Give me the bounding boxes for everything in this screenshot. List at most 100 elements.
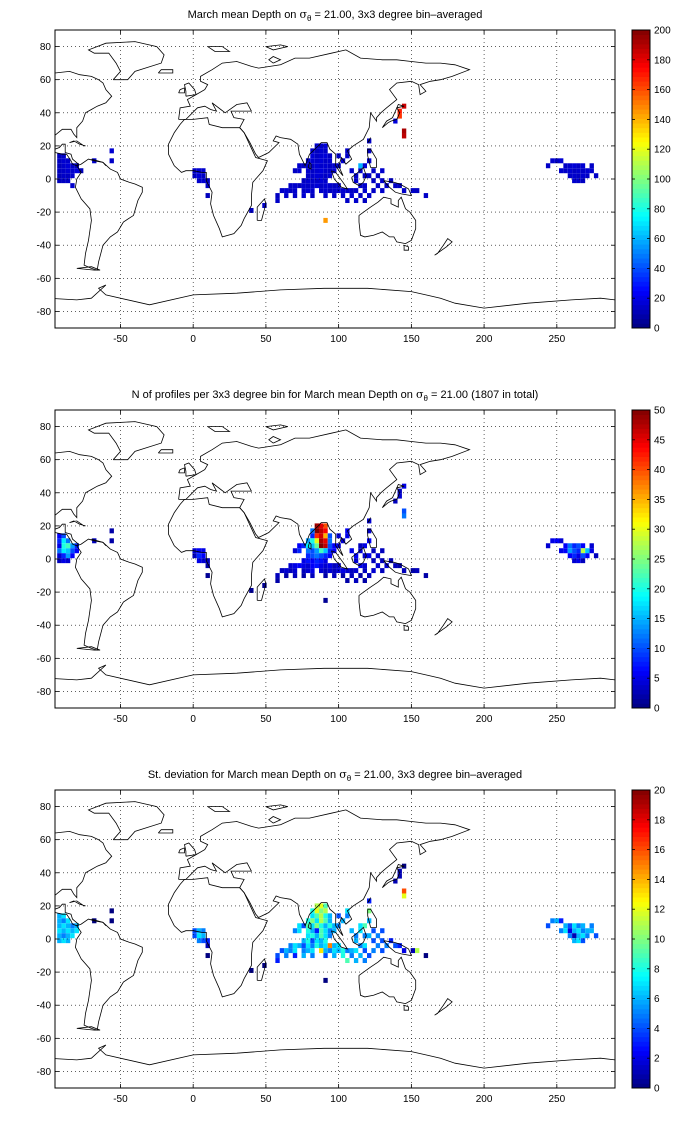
data-cell: [371, 178, 376, 184]
data-cell: [327, 548, 333, 554]
data-cell: [292, 193, 298, 199]
data-cell: [327, 913, 333, 919]
data-cell: [576, 178, 581, 184]
colorbar-tick-label: 10: [654, 644, 666, 655]
data-cell: [327, 918, 333, 924]
data-cell: [305, 183, 311, 189]
y-tick-label: -40: [37, 621, 52, 632]
coastline: [381, 864, 405, 889]
data-cell: [70, 933, 75, 939]
colorbar-step: [632, 216, 650, 222]
data-cell: [323, 903, 328, 909]
colorbar-step: [632, 808, 650, 814]
data-cell: [362, 943, 367, 949]
y-tick-label: 80: [40, 802, 52, 813]
data-cell: [567, 923, 573, 929]
x-tick-label: 200: [476, 1094, 493, 1105]
data-cell: [314, 523, 319, 529]
data-cell: [362, 923, 367, 929]
data-cell: [362, 173, 367, 179]
data-cell: [205, 193, 210, 199]
y-tick-label: 0: [45, 555, 51, 566]
colorbar-step: [632, 188, 650, 194]
colorbar-step: [632, 423, 650, 430]
data-cell: [201, 168, 206, 174]
colorbar-step: [632, 507, 650, 513]
data-cell: [196, 173, 202, 179]
data-cell: [292, 943, 298, 949]
data-cell: [314, 913, 319, 919]
coastline: [207, 806, 231, 812]
colorbar-step: [632, 624, 650, 630]
x-tick-label: -50: [113, 714, 128, 725]
data-cell: [319, 933, 324, 939]
data-cell: [288, 948, 293, 954]
coastline: [55, 822, 113, 927]
colorbar-tick-label: 100: [654, 175, 671, 186]
data-cell: [205, 178, 210, 184]
colorbar-step: [632, 962, 650, 968]
coastline: [331, 930, 349, 950]
colorbar-step: [632, 137, 650, 143]
data-cell: [327, 153, 333, 159]
data-cell: [310, 548, 315, 554]
data-cell: [205, 938, 210, 944]
data-cell: [305, 538, 311, 544]
colorbar-step: [632, 99, 650, 105]
data-cell: [279, 948, 285, 954]
coastlines: [55, 41, 615, 309]
data-cell: [305, 563, 311, 569]
data-cell: [65, 923, 71, 929]
data-cell: [393, 878, 398, 884]
colorbar-step: [632, 563, 650, 569]
data-cell: [345, 913, 350, 919]
coastline: [383, 940, 413, 957]
data-cell: [332, 928, 337, 934]
data-cell: [349, 188, 354, 194]
data-cell: [323, 933, 328, 939]
data-cell: [297, 543, 302, 549]
data-cell: [353, 198, 359, 204]
data-cell: [567, 553, 573, 559]
colorbar-step: [632, 433, 650, 439]
data-cell: [371, 168, 376, 174]
data-cell: [332, 163, 337, 169]
data-cell: [70, 548, 75, 554]
data-cell: [550, 158, 555, 164]
data-cell: [319, 903, 324, 909]
data-cell: [572, 938, 577, 944]
data-cell: [297, 183, 302, 189]
data-cell: [340, 948, 346, 954]
data-cell: [61, 153, 66, 159]
colorbar-step: [632, 95, 650, 101]
data-cell: [275, 193, 280, 199]
data-cell: [310, 563, 315, 569]
colorbar-tick-label: 20: [654, 584, 666, 595]
data-cell: [572, 558, 577, 564]
colorbar-step: [632, 1050, 650, 1056]
data-cell: [292, 928, 298, 934]
coastlines: [55, 801, 615, 1069]
data-cell: [57, 928, 62, 934]
data-cell: [314, 938, 319, 944]
colorbar-step: [632, 999, 650, 1005]
data-cell: [323, 188, 328, 194]
colorbar-step: [632, 113, 650, 119]
data-cell: [314, 918, 319, 924]
data-cell: [340, 918, 346, 924]
data-cell: [563, 928, 568, 934]
colorbar-step: [632, 304, 650, 310]
data-cell: [310, 953, 315, 959]
y-tick-label: 80: [40, 422, 52, 433]
data-cell: [327, 948, 333, 954]
data-cell: [580, 548, 586, 554]
x-tick-label: 250: [548, 334, 565, 345]
data-cell: [576, 558, 581, 564]
data-cell: [310, 928, 315, 934]
y-tick-label: -80: [37, 307, 52, 318]
data-cell: [65, 918, 71, 924]
coastline: [268, 56, 282, 64]
data-cell: [362, 568, 367, 574]
data-cell: [323, 953, 328, 959]
colorbar-step: [632, 901, 650, 907]
